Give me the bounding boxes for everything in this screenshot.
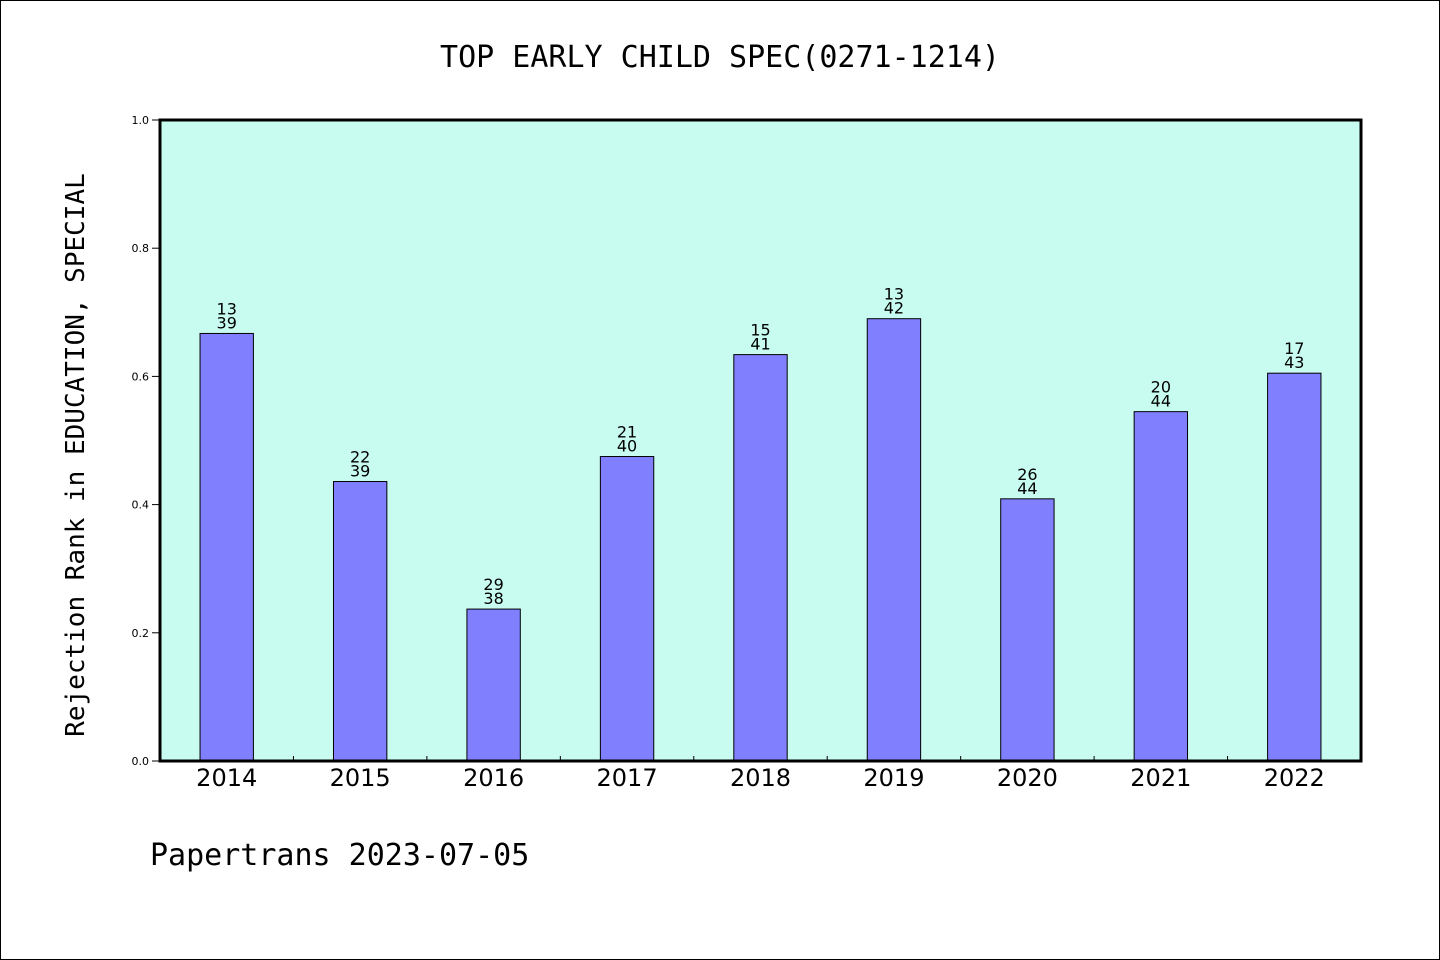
bar-label-2022-1: 17 (1284, 339, 1304, 358)
bar-label-2019-2: 42 (884, 299, 904, 318)
bar-label-2020-2: 44 (1017, 479, 1037, 498)
bar-2014 (199, 332, 254, 762)
bar-label-2015-1: 22 (350, 448, 370, 467)
plot-border (158, 118, 1363, 763)
chart-title: TOP EARLY CHILD SPEC(0271-1214) (440, 40, 1000, 75)
x-tick-label-2020: 2020 (997, 764, 1058, 792)
x-tick-label-2015: 2015 (330, 764, 391, 792)
y-tick-label-2: 0.4 (132, 499, 150, 512)
footer-text: Papertrans 2023-07-05 (150, 838, 529, 873)
bar-label-2016-1: 29 (483, 575, 503, 594)
bar-label-2021-2: 44 (1151, 392, 1171, 411)
bar-label-2022-2: 43 (1284, 353, 1304, 372)
bar-label-2016-2: 38 (483, 589, 503, 608)
bar-label-2021-1: 20 (1151, 378, 1171, 397)
bar-2019 (866, 318, 922, 762)
bar-label-2018-1: 15 (750, 321, 770, 340)
x-tick-label-2016: 2016 (463, 764, 524, 792)
bar-label-2020-1: 26 (1017, 465, 1037, 484)
bar-2017 (599, 456, 655, 762)
x-tick-label-2022: 2022 (1264, 764, 1325, 792)
bar-2015 (332, 481, 388, 762)
bar-label-2014-2: 39 (217, 313, 237, 332)
y-tick-label-4: 0.8 (132, 242, 150, 255)
x-tick-label-2019: 2019 (863, 764, 924, 792)
x-tick-label-2018: 2018 (730, 764, 791, 792)
bar-label-2014-1: 13 (217, 299, 237, 318)
y-tick-label-5: 1.0 (132, 114, 150, 127)
bar-2018 (733, 354, 788, 762)
bar-label-2017-1: 21 (617, 423, 637, 442)
x-tick-label-2021: 2021 (1130, 764, 1191, 792)
y-tick-label-0: 0.0 (132, 755, 150, 768)
y-tick-label-1: 0.2 (132, 627, 150, 640)
bar-label-2018-2: 41 (750, 335, 770, 354)
axis-layer: 2014 2015 2016 2017 2018 2019 2020 2021 20220.00… (132, 114, 1325, 792)
bar-label-2017-2: 40 (617, 437, 637, 456)
y-tick-label-3: 0.6 (132, 370, 150, 383)
y-axis-label: Rejection Rank in EDUCATION, SPECIAL (61, 173, 91, 737)
x-tick-label-2017: 2017 (597, 764, 658, 792)
bar-2021 (1133, 411, 1189, 762)
bar-label-2015-2: 39 (350, 462, 370, 481)
bar-label-2019-1: 13 (884, 285, 904, 304)
bar-2020 (1000, 498, 1055, 762)
bar-2016 (466, 608, 521, 762)
bar-2022 (1267, 372, 1322, 762)
x-tick-label-2014: 2014 (196, 764, 257, 792)
